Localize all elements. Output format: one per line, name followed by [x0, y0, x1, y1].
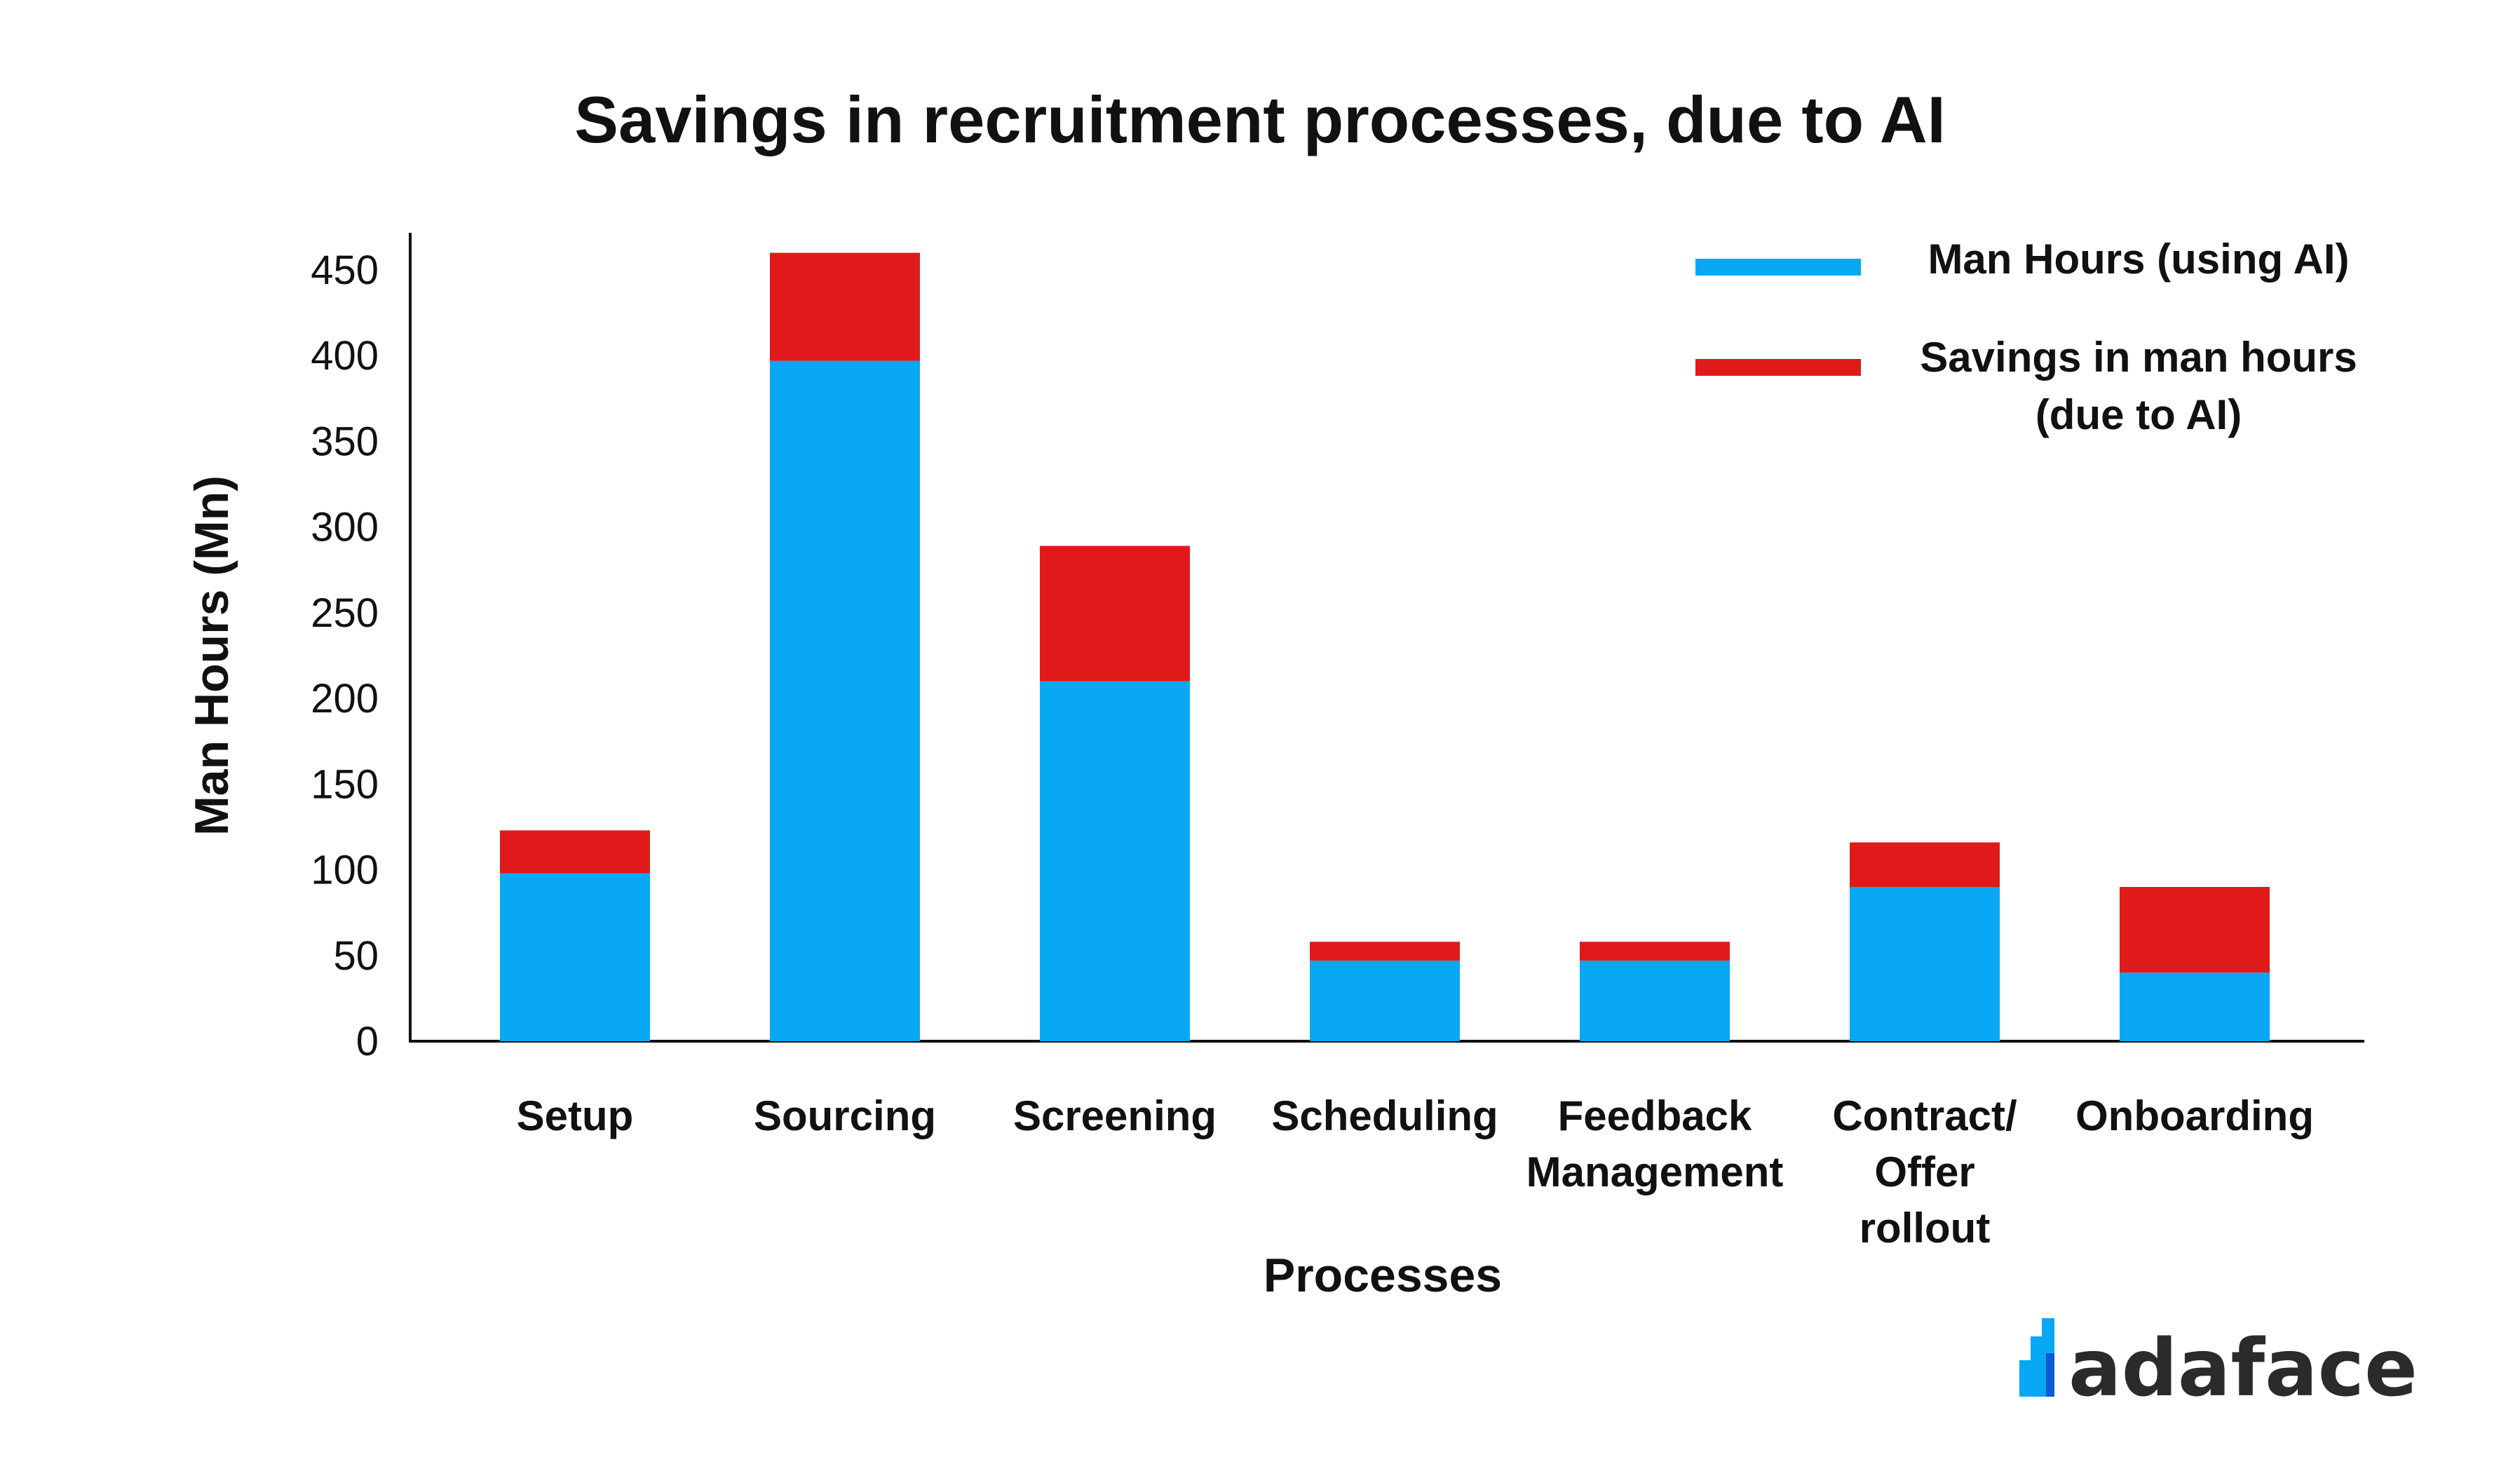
- x-tick-label: Sourcing: [754, 1092, 936, 1139]
- chart-title: Savings in recruitment processes, due to…: [574, 83, 1945, 156]
- bar-man-hours-ai: [2120, 972, 2270, 1041]
- legend-swatch-man-hours: [1695, 259, 1861, 276]
- legend-label: Savings in man hours (due to AI): [1920, 334, 2357, 438]
- bar-savings: [1310, 942, 1460, 961]
- x-tick-label: Feedback Management: [1526, 1092, 1784, 1195]
- y-tick-label: 350: [311, 419, 379, 464]
- y-tick-label: 300: [311, 505, 379, 550]
- x-tick-label: Onboarding: [2075, 1092, 2314, 1139]
- x-tick-label: Setup: [517, 1092, 634, 1139]
- bar-man-hours-ai: [1580, 961, 1730, 1041]
- x-tick-label: Scheduling: [1271, 1092, 1498, 1139]
- bar-man-hours-ai: [1310, 961, 1460, 1041]
- bar-man-hours-ai: [500, 873, 650, 1041]
- y-tick-label: 450: [311, 248, 379, 293]
- bar-savings: [2120, 887, 2270, 973]
- legend: Man Hours (using AI) Savings in man hours…: [1695, 236, 2357, 438]
- bar-savings: [770, 252, 920, 361]
- bar-savings: [1040, 545, 1190, 682]
- brand-logo: adaface: [2019, 1318, 2418, 1414]
- legend-swatch-savings: [1695, 359, 1861, 376]
- bar-savings: [1850, 842, 2000, 887]
- x-tick-label: Screening: [1013, 1092, 1217, 1139]
- y-tick-label: 200: [311, 676, 379, 721]
- y-axis-label: Man Hours (Mn): [185, 475, 238, 836]
- bar-logo-icon: [2019, 1318, 2054, 1397]
- y-tick-label: 400: [311, 333, 379, 379]
- legend-label: Man Hours (using AI): [1928, 236, 2349, 283]
- y-tick-label: 150: [311, 761, 379, 807]
- plot-area: 0 50 100 150 200 250 300 350 400 450 Man Hours (Mn…: [185, 233, 2364, 1302]
- x-tick-label: Contract/Offer rollout: [1832, 1092, 2017, 1252]
- bar-man-hours-ai: [1040, 681, 1190, 1041]
- bar-man-hours-ai: [1850, 887, 2000, 1041]
- y-tick-label: 100: [311, 848, 379, 893]
- x-axis-label: Processes: [1264, 1249, 1502, 1302]
- bar-savings: [1580, 942, 1730, 961]
- y-tick-label: 50: [333, 933, 379, 979]
- brand-name: adaface: [2068, 1323, 2418, 1414]
- y-tick-label: 0: [356, 1019, 379, 1064]
- bar-savings: [500, 830, 650, 874]
- bar-man-hours-ai: [770, 360, 920, 1041]
- y-tick-label: 250: [311, 590, 379, 636]
